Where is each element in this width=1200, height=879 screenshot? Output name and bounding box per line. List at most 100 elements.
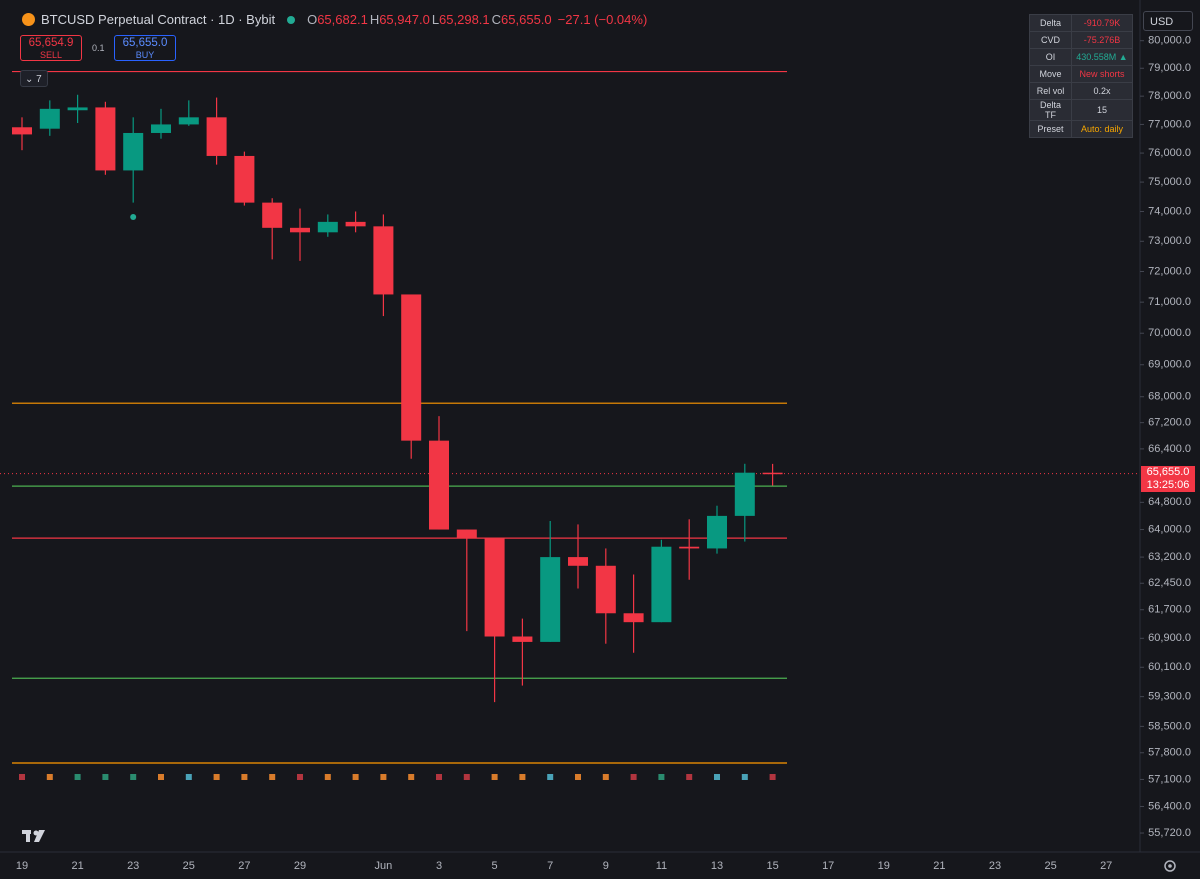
candle-body [568,557,588,566]
candle-body [67,107,88,111]
ohlc-label: L [431,12,440,27]
indicators-toggle[interactable]: ⌄ 7 [20,70,48,87]
signal-marker [19,774,25,780]
candle-body [623,613,644,623]
y-tick-label: 73,000.0 [1148,235,1191,247]
x-tick-label: 15 [766,860,778,872]
currency-button[interactable]: USD [1143,11,1193,31]
x-tick-label: 9 [603,860,609,872]
signal-marker [463,774,470,780]
buy-button[interactable]: 65,655.0 BUY [114,35,176,61]
signal-marker [491,774,498,780]
y-tick-label: 71,000.0 [1148,296,1191,308]
stats-value: New shorts [1071,65,1133,83]
signal-marker [185,774,192,780]
stats-row: Preset Auto: daily [1029,120,1133,138]
y-tick-label: 56,400.0 [1148,800,1191,812]
stats-label: Delta TF [1029,99,1072,121]
x-tick-label: 17 [822,860,834,872]
candle-body [734,472,755,516]
stats-label: OI [1029,48,1072,66]
y-tick-label: 70,000.0 [1148,327,1191,339]
x-tick-label: 27 [238,860,250,872]
candle-body [290,227,310,233]
y-tick-label: 61,700.0 [1148,604,1191,616]
x-tick-label: 21 [933,860,945,872]
ohlc-label: O [307,12,318,27]
tv-logo [22,830,45,842]
ohlc-value: 65,655.0 [501,12,552,27]
sell-label: SELL [39,50,63,60]
change: −27.1 (−0.04%) [557,12,648,27]
countdown: 13:25:06 [1146,478,1190,491]
candle-body [512,636,533,642]
quantity: 0.1 [92,43,105,53]
signal-marker [74,774,81,780]
y-tick-label: 79,000.0 [1148,62,1191,74]
candle-body [123,132,144,171]
stats-label: CVD [1029,31,1072,49]
y-tick-label: 64,000.0 [1148,523,1191,535]
legend-header: BTCUSD Perpetual Contract · 1D · Bybit O… [22,12,649,27]
signal-marker [658,774,665,780]
x-tick-label: 5 [492,860,498,872]
y-tick-label: 72,000.0 [1148,265,1191,277]
y-tick-label: 66,400.0 [1148,443,1191,455]
x-tick-label: 19 [878,860,890,872]
y-tick-label: 74,000.0 [1148,205,1191,217]
signal-marker [130,774,137,780]
signal-marker [408,774,415,780]
stats-table: Delta -910.79K CVD -75.276B OI 430.558M ▲ Move… [1029,14,1133,138]
status-dot [287,15,296,24]
candle-body [151,124,171,133]
candle-body [345,221,366,227]
sell-button[interactable]: 65,654.9 SELL [20,35,82,61]
y-tick-label: 75,000.0 [1148,176,1191,188]
x-tick-label: Jun [375,860,393,872]
candle-body [178,117,199,125]
price-tag: 65,655.0 13:25:06 [1141,465,1195,492]
x-tick-label: 25 [1044,860,1056,872]
ohlc-value: 65,298.1 [439,12,490,27]
y-tick-label: 68,000.0 [1148,391,1191,403]
ohlc-value: 65,947.0 [379,12,430,27]
candle-body [595,565,616,614]
stats-row: Rel vol 0.2x [1029,82,1133,100]
currency: USD [1150,16,1174,28]
signal-marker [714,774,720,780]
y-tick-label: 64,800.0 [1148,496,1191,508]
x-tick-label: 23 [127,860,139,872]
ohlc-label: H [369,12,380,27]
signal-marker [46,774,53,780]
ohlc: O65,682.1 H65,947.0 L65,298.1 C65,655.0 [307,12,554,27]
candle-body [262,202,283,228]
stats-row: OI 430.558M ▲ [1029,48,1133,66]
x-tick-label: 13 [711,860,723,872]
y-tick-label: 59,300.0 [1148,691,1191,703]
candle-body [12,127,32,135]
stats-label: Rel vol [1029,82,1072,100]
stats-value: 0.2x [1071,82,1133,100]
stats-row: Delta -910.79K [1029,14,1133,32]
settings-icon[interactable] [1164,860,1176,872]
candle-body [456,529,477,539]
signal-marker [575,774,581,780]
stats-label: Preset [1029,120,1072,138]
last-price: 65,655.0 [1146,465,1190,478]
stats-label: Delta [1029,14,1072,32]
stats-row: CVD -75.276B [1029,31,1133,49]
ohlc-label: C [491,12,502,27]
signal-marker [547,774,554,780]
y-tick-label: 77,000.0 [1148,118,1191,130]
stats-value: -910.79K [1071,14,1133,32]
x-tick-label: 7 [547,860,553,872]
y-tick-label: 58,500.0 [1148,720,1191,732]
candle-body [484,538,505,637]
stats-value: -75.276B [1071,31,1133,49]
stats-value: 15 [1071,99,1133,121]
signal-marker [158,774,164,780]
y-tick-label: 67,200.0 [1148,417,1191,429]
